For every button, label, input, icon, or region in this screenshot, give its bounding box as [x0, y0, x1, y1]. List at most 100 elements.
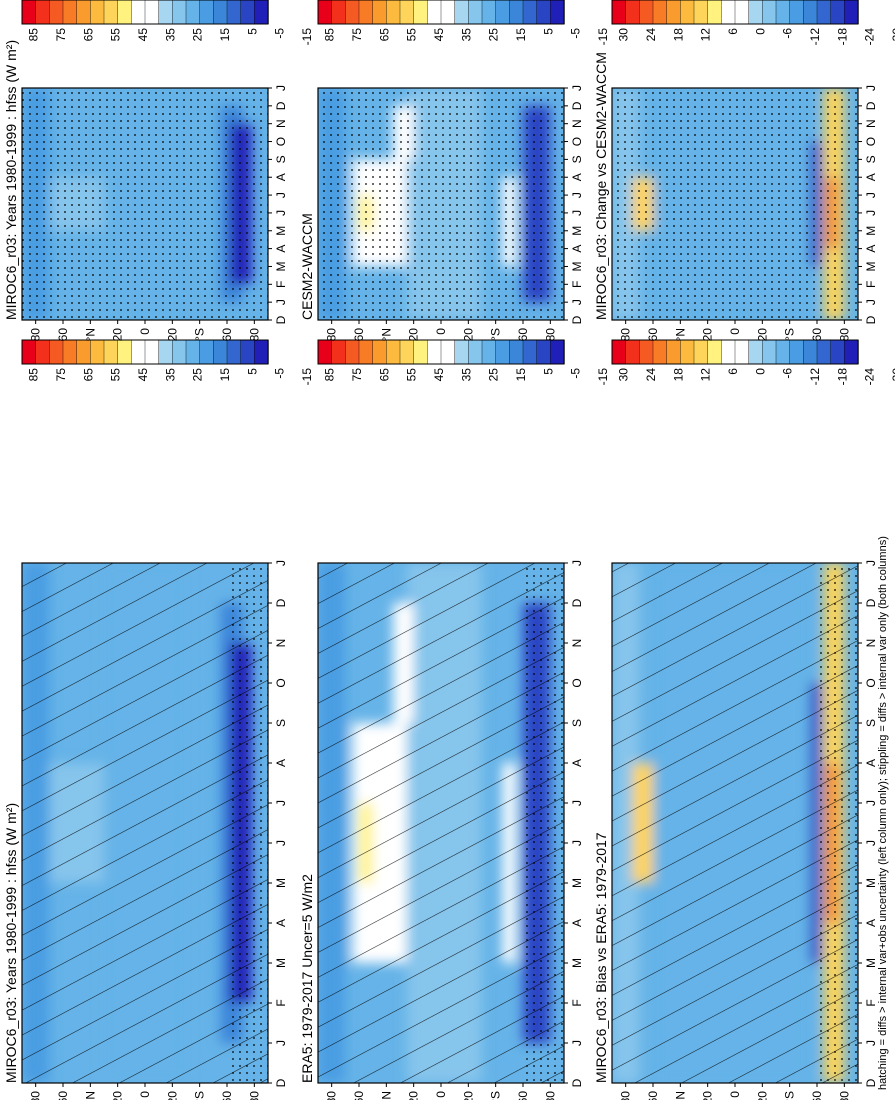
- lat-tick-labels: 80 60 °N 20 0 20 °S 60 80: [619, 1083, 851, 1100]
- colorbar-swatch: [509, 0, 524, 25]
- colorbar-tick-label: 5: [541, 28, 555, 35]
- month-tick-label: A: [864, 173, 878, 181]
- month-tick-label: M: [864, 878, 878, 888]
- lat-tick-label: °N: [379, 328, 393, 341]
- colorbar-swatch: [172, 0, 187, 25]
- lat-tick-label: 60: [220, 1091, 234, 1100]
- month-tick-label: J: [274, 85, 288, 91]
- colorbar-tick-label: 6: [726, 28, 740, 35]
- colorbar-tick-label: 35: [163, 28, 177, 42]
- colorbar-swatch: [226, 339, 242, 365]
- lat-tick-label: 80: [29, 328, 43, 342]
- colorbar-swatch: [240, 339, 256, 365]
- colorbar-swatch: [240, 0, 256, 25]
- lat-tick-labels: 80 60 °N 20 0 20 °S 60 80: [29, 1083, 261, 1100]
- colorbar-swatch: [358, 0, 374, 25]
- colorbar-tick-label: 65: [81, 28, 95, 42]
- month-tick-label: A: [274, 173, 288, 181]
- heatmap-field: [318, 88, 564, 320]
- month-tick-label: O: [864, 678, 878, 687]
- colorbar-swatch: [611, 339, 627, 365]
- colorbar-tick-label: -12: [808, 368, 822, 386]
- colorbar-tick-label: 75: [54, 28, 68, 42]
- colorbar-swatch: [49, 0, 64, 25]
- colorbar-swatch: [213, 339, 228, 365]
- lat-tick-label: 0: [138, 328, 152, 335]
- month-tick-label: A: [864, 245, 878, 253]
- colorbar-swatch: [625, 0, 641, 25]
- colorbar-tick-label: 65: [377, 28, 391, 42]
- lat-tick-label: °N: [83, 328, 97, 341]
- lat-tick-label: 20: [755, 1091, 769, 1100]
- lat-tick-label: 80: [619, 1091, 633, 1100]
- lat-tick-label: 0: [728, 1091, 742, 1098]
- panel-title: MIROC6_r03: Bias vs ERA5: 1979-2017: [593, 832, 609, 1083]
- lat-tick-label: 60: [646, 328, 660, 342]
- colorbar-tick-label: -18: [835, 368, 849, 386]
- colorbar-swatch: [440, 339, 456, 365]
- month-tick-label: N: [864, 119, 878, 128]
- stippling-overlay: [227, 563, 268, 1083]
- colorbar-tick-label: 25: [487, 28, 501, 42]
- month-tick-label: A: [570, 919, 584, 927]
- month-tick-label: S: [570, 719, 584, 727]
- lat-tick-label: 0: [138, 1091, 152, 1098]
- colorbar-tick-label: 55: [405, 368, 419, 382]
- month-tick-label: F: [864, 999, 878, 1006]
- colorbar-swatch: [693, 339, 709, 365]
- colorbar-swatch: [666, 0, 682, 25]
- month-tick-label: J: [274, 560, 288, 566]
- colorbar-tick-label: 85: [323, 28, 337, 42]
- colorbar-tick-label: -15: [300, 368, 314, 386]
- colorbar-swatch: [536, 339, 552, 365]
- colorbar-tick-label: 5: [541, 368, 555, 375]
- colorbar-swatch: [90, 339, 105, 365]
- colorbar-tick-label: 55: [109, 28, 123, 42]
- colorbar-swatch: [76, 339, 92, 365]
- lat-tick-label: °N: [673, 328, 687, 341]
- colorbar-tick-label: 15: [514, 368, 528, 382]
- month-tick-label: D: [274, 598, 288, 607]
- colorbar-swatch: [734, 0, 750, 25]
- month-tick-label: O: [274, 137, 288, 146]
- colorbar-swatch: [345, 339, 360, 365]
- colorbar-tick-label: 85: [27, 368, 41, 382]
- month-tick-label: O: [570, 678, 584, 687]
- month-tick-label: D: [274, 1078, 288, 1087]
- colorbar-tick-label: 6: [726, 368, 740, 375]
- colorbar-swatch: [185, 0, 201, 25]
- month-tick-label: D: [570, 598, 584, 607]
- colorbar-tick-label: -5: [273, 28, 287, 39]
- month-tick-label: N: [274, 639, 288, 648]
- colorbar-tick-label: 25: [191, 28, 205, 42]
- colorbar-swatch: [103, 0, 119, 25]
- lat-tick-label: 60: [646, 1091, 660, 1100]
- lat-tick-label: 20: [165, 328, 179, 342]
- colorbar-swatch: [103, 339, 119, 365]
- colorbar-swatch: [707, 0, 723, 25]
- colorbar-swatch: [652, 339, 668, 365]
- month-tick-label: M: [864, 958, 878, 968]
- colorbar-tick-label: 75: [54, 368, 68, 382]
- colorbar-swatch: [131, 0, 146, 25]
- colorbar-tick-label: -30: [890, 368, 895, 386]
- colorbar-tick-label: 45: [432, 368, 446, 382]
- stippling-overlay: [612, 88, 858, 320]
- panel-title: MIROC6_r03: Years 1980-1999 : hfss (W m²…: [3, 40, 19, 320]
- lat-tick-label: 60: [516, 1091, 530, 1100]
- colorbar-tick-label: 65: [377, 368, 391, 382]
- heatmap-field: [612, 88, 858, 320]
- colorbar-swatch: [254, 339, 269, 365]
- lat-tick-label: 20: [701, 1091, 715, 1100]
- colorbar-swatch: [386, 339, 401, 365]
- colorbar-tick-label: 0: [753, 368, 767, 375]
- colorbar-swatch: [331, 0, 347, 25]
- month-tick-label: J: [570, 299, 584, 305]
- colorbar-swatch: [652, 0, 668, 25]
- colorbar-swatch: [172, 339, 187, 365]
- month-tick-label: M: [274, 226, 288, 236]
- colorbar-frame: [611, 0, 859, 25]
- colorbar-swatch: [775, 0, 791, 25]
